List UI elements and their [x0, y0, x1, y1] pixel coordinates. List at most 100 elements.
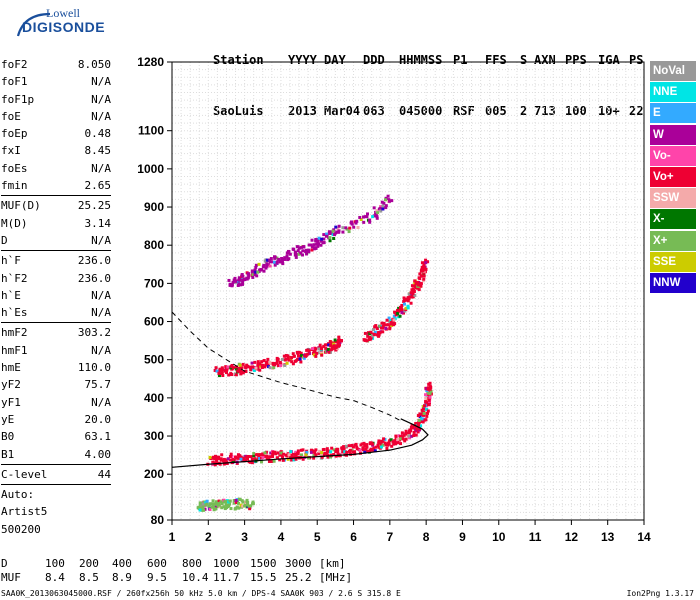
- echo-mark: [233, 276, 237, 280]
- y-tick-label: 700: [144, 276, 164, 290]
- echo-mark: [239, 372, 243, 376]
- echo-mark: [412, 430, 416, 434]
- echo-mark: [285, 453, 289, 457]
- header-value-11: 22: [629, 104, 644, 118]
- muf-distance-row: D 100 200 400 600 800 1000 1500 3000 [km]: [1, 557, 401, 571]
- echo-mark: [247, 272, 251, 276]
- echo-mark: [402, 302, 406, 306]
- echo-mark: [213, 463, 217, 467]
- echo-mark: [273, 255, 277, 259]
- echo-mark: [422, 404, 426, 408]
- echo-mark: [381, 443, 385, 447]
- echo-mark: [408, 436, 412, 440]
- autoscale-line: Auto:: [1, 486, 111, 503]
- x-tick-label: 9: [459, 530, 466, 544]
- echo-mark: [389, 319, 393, 323]
- param-name: foEs: [1, 161, 28, 175]
- echo-mark: [402, 299, 406, 303]
- echo-mark: [371, 215, 375, 219]
- echo-mark: [384, 204, 388, 208]
- echo-mark: [325, 232, 329, 236]
- echo-mark: [232, 501, 236, 505]
- echo-mark: [272, 260, 276, 264]
- header-label-10: IGA: [598, 53, 620, 67]
- header-label-5: P1: [453, 53, 468, 67]
- echo-mark: [223, 500, 227, 504]
- echo-mark: [331, 345, 335, 349]
- echo-mark: [365, 212, 369, 216]
- echo-mark: [269, 257, 273, 261]
- echo-mark: [275, 456, 279, 460]
- echo-mark: [307, 248, 311, 252]
- param-value: N/A: [91, 161, 111, 175]
- echo-mark: [219, 500, 223, 504]
- echo-mark: [292, 455, 296, 459]
- echo-mark: [208, 455, 212, 459]
- echo-mark: [238, 456, 242, 460]
- echo-mark: [280, 260, 284, 264]
- echo-mark: [271, 450, 275, 454]
- x-tick-label: 1: [169, 530, 176, 544]
- echo-mark: [304, 453, 308, 457]
- echo-mark: [336, 227, 340, 231]
- echo-mark: [398, 314, 402, 318]
- echo-mark: [329, 350, 333, 354]
- param-row: foF1p N/A: [1, 91, 111, 108]
- echo-mark: [251, 500, 255, 504]
- echo-mark: [261, 456, 265, 460]
- echo-mark: [245, 498, 249, 502]
- echo-mark: [418, 412, 422, 416]
- echo-mark: [390, 199, 394, 203]
- echo-mark: [327, 230, 331, 234]
- echo-mark: [409, 429, 413, 433]
- autoscale-line: 500200: [1, 521, 111, 538]
- echo-mark: [416, 414, 420, 418]
- echo-mark: [363, 215, 367, 219]
- echo-mark: [301, 457, 305, 461]
- echo-mark: [407, 297, 411, 301]
- echo-mark: [230, 365, 234, 369]
- param-name: foF1p: [1, 92, 35, 106]
- echo-mark: [421, 407, 425, 411]
- echo-mark: [265, 455, 269, 459]
- x-tick-label: 4: [278, 530, 285, 544]
- echo-mark: [371, 334, 375, 338]
- echo-mark: [322, 344, 326, 348]
- echo-mark: [242, 277, 246, 281]
- echo-mark: [318, 451, 322, 455]
- param-value: 236.0: [77, 271, 111, 285]
- echo-mark: [238, 497, 242, 501]
- echo-mark: [243, 365, 247, 369]
- echo-mark: [404, 306, 408, 310]
- muf-value: 9.5: [147, 571, 167, 584]
- echo-mark: [334, 450, 338, 454]
- echo-mark: [294, 452, 298, 456]
- param-value: N/A: [91, 306, 111, 320]
- x-tick-label: 2: [205, 530, 212, 544]
- param-name: hmF1: [1, 343, 28, 357]
- echo-mark: [307, 456, 311, 460]
- echo-mark: [295, 350, 299, 354]
- echo-mark: [336, 341, 340, 345]
- echo-mark: [279, 259, 283, 263]
- echo-mark: [312, 456, 316, 460]
- echo-mark: [342, 445, 346, 449]
- param-row: foE N/A: [1, 108, 111, 125]
- header-value-10: 10+: [598, 104, 620, 118]
- param-row: hmF2 303.2: [1, 324, 111, 341]
- echo-mark: [197, 505, 201, 509]
- echo-mark: [254, 453, 258, 457]
- echo-mark: [420, 412, 424, 416]
- echo-mark: [281, 456, 285, 460]
- echo-mark: [394, 434, 398, 438]
- echo-mark: [320, 451, 324, 455]
- echo-mark: [329, 230, 333, 234]
- echo-mark: [380, 439, 384, 443]
- echo-mark: [268, 260, 272, 264]
- echo-mark: [256, 360, 260, 364]
- param-name: h`Es: [1, 306, 28, 320]
- echo-mark: [275, 256, 279, 260]
- header-labels: Station YYYY DAY DDD HHMMSS P1 FFS S AXN PPS IGA PS: [213, 52, 643, 69]
- echo-mark: [291, 362, 295, 366]
- echo-mark: [252, 368, 256, 372]
